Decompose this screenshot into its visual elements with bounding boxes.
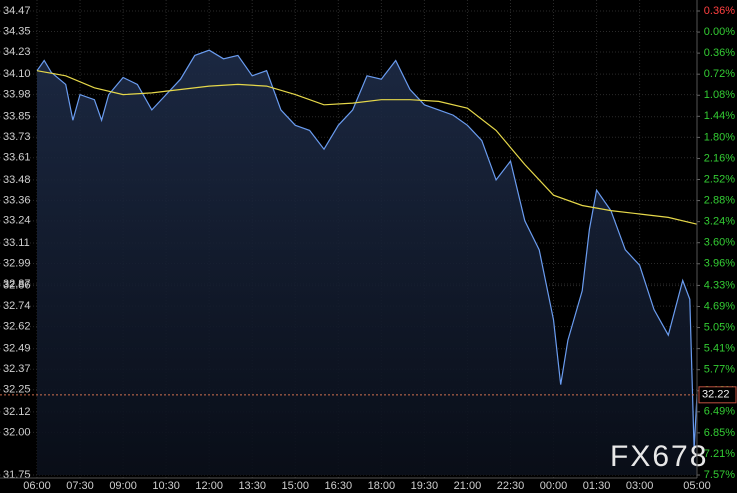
y-tick-label: 32.62 (3, 320, 31, 332)
y2-tick-label: 6.49% (704, 406, 735, 418)
y2-tick-label: 1.08% (704, 89, 735, 101)
y2-tick-label: 4.69% (704, 300, 735, 312)
x-tick-label: 09:00 (109, 480, 137, 492)
y2-tick-label: 0.00% (704, 26, 735, 38)
x-tick-label: 19:30 (411, 480, 439, 492)
y-tick-label: 32.49 (3, 343, 31, 355)
y-tick-label: 32.00 (3, 426, 31, 438)
x-tick-label: 06:00 (23, 480, 51, 492)
y-tick-label: 32.74 (3, 300, 31, 312)
y-tick-label: 33.85 (3, 111, 31, 123)
y2-tick-label: 6.85% (704, 427, 735, 439)
y2-tick-label: 5.05% (704, 321, 735, 333)
y-tick-label: 32.86 (3, 280, 31, 292)
y-tick-label: 33.36 (3, 194, 31, 206)
line (36, 70, 698, 225)
x-tick-label: 13:30 (238, 480, 266, 492)
y2-tick-label: 3.60% (704, 237, 735, 249)
y2-tick-label: 2.88% (704, 194, 735, 206)
x-tick-label: 10:30 (152, 480, 180, 492)
line (36, 49, 698, 450)
y2-tick-label: 2.16% (704, 152, 735, 164)
x-tick-label: 18:00 (368, 480, 396, 492)
x-tick-label: 12:00 (195, 480, 223, 492)
y-tick-label: 32.25 (3, 384, 31, 396)
y2-tick-label: 7.21% (704, 448, 735, 460)
x-tick-label: 22:30 (497, 480, 525, 492)
y-tick-label: 34.23 (3, 46, 31, 58)
x-tick-label: 05:00 (683, 480, 711, 492)
x-tick-label: 21:00 (454, 480, 482, 492)
y2-tick-label: 1.44% (704, 110, 735, 122)
y-tick-label: 33.24 (3, 215, 31, 227)
x-tick-label: 15:00 (281, 480, 309, 492)
x-tick-label: 16:30 (325, 480, 353, 492)
y-tick-label: 32.87 (3, 278, 31, 290)
y-tick-label: 33.11 (3, 237, 30, 249)
y2-tick-label: 5.77% (704, 364, 735, 376)
y2-tick-label: 2.52% (704, 173, 735, 185)
y-tick-label: 32.99 (3, 257, 31, 269)
y2-tick-label: 1.80% (704, 131, 735, 143)
y2-tick-label: 7.57% (704, 469, 735, 481)
last-price-box (698, 386, 737, 404)
y2-tick-label: 5.41% (704, 343, 735, 355)
watermark: FX678 (610, 440, 708, 473)
y-tick-label: 34.47 (3, 5, 31, 17)
area (37, 50, 697, 475)
y-tick-label: 32.37 (3, 363, 31, 375)
y-tick-label: 33.61 (3, 152, 31, 164)
y-tick-label: 33.48 (3, 174, 31, 186)
y2-tick-label: 4.33% (704, 279, 735, 291)
x-tick-label: 03:00 (626, 480, 654, 492)
y2-tick-label: 0.72% (704, 68, 735, 80)
y-tick-label: 32.12 (3, 406, 31, 418)
y2-tick-label: 0.36% (704, 5, 735, 17)
x-tick-label: 01:30 (583, 480, 611, 492)
last-price-label: 32.22 (702, 389, 730, 401)
x-tick-label: 00:00 (540, 480, 568, 492)
y-tick-label: 33.73 (3, 131, 31, 143)
y2-tick-label: 0.36% (704, 47, 735, 59)
y-tick-label: 33.98 (3, 88, 31, 100)
y-tick-label: 34.35 (3, 25, 31, 37)
y2-tick-label: 3.24% (704, 216, 735, 228)
y-tick-label: 34.10 (3, 68, 31, 80)
x-tick-label: 07:30 (66, 480, 94, 492)
y2-tick-label: 3.96% (704, 258, 735, 270)
